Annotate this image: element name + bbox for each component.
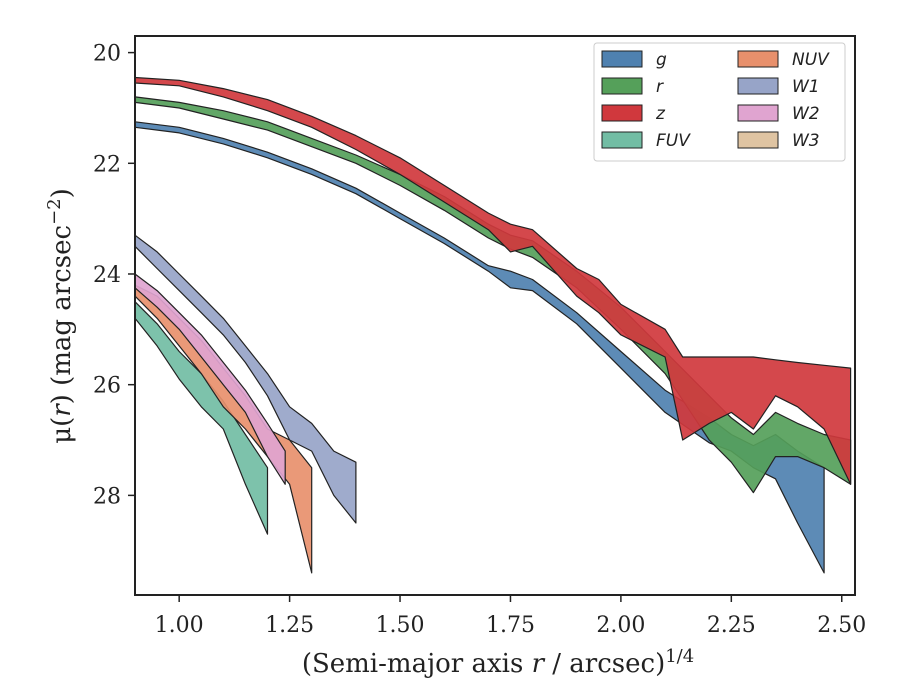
legend-swatch-r [601, 77, 643, 95]
band-w2 [134, 273, 286, 485]
x-tick-label: 2.00 [596, 613, 645, 638]
legend-swatch-w3 [737, 131, 779, 149]
legend-label-w1: W1 [792, 77, 820, 97]
legend-label-z: z [655, 104, 666, 124]
x-axis-label: (Semi-major axis r / arcsec)1/4 [302, 646, 694, 679]
x-tick-label: 2.25 [707, 613, 756, 638]
band-w1 [134, 234, 357, 524]
band-layer [134, 76, 852, 574]
y-tick-label: 20 [93, 42, 121, 67]
x-tick-label: 1.25 [265, 613, 314, 638]
y-tick-label: 28 [93, 484, 121, 509]
legend: grz FUV NUV W1 W2 W3 [593, 42, 846, 162]
band-fuv [134, 301, 269, 535]
band-z [134, 76, 852, 485]
x-tick-label: 2.50 [817, 613, 866, 638]
legend-label-r: r [656, 77, 664, 97]
legend-label-nuv: NUV [792, 50, 830, 70]
legend-swatch-nuv [737, 50, 779, 68]
y-tick-label: 24 [93, 263, 121, 288]
legend-swatch-fuv [601, 131, 643, 149]
y-axis-label: μ(r) (mag arcsec−2) [44, 188, 77, 444]
plot-frame [134, 35, 856, 596]
legend-swatch-w2 [737, 104, 779, 122]
legend-label-g: g [656, 50, 667, 70]
legend-swatch-w1 [737, 77, 779, 95]
legend-label-w3: W3 [792, 131, 820, 151]
legend-frame [593, 42, 846, 162]
legend-swatch-g [601, 50, 643, 68]
legend-label-fuv: FUV [656, 131, 691, 151]
legend-swatch-z [601, 104, 643, 122]
axes-layer: 1.00 1.25 1.50 1.75 2.00 2.25 2.50 20 22 24 26 28 [93, 42, 866, 638]
x-tick-label: 1.00 [155, 613, 204, 638]
y-tick-label: 22 [93, 152, 121, 177]
y-tick-label: 26 [93, 374, 121, 399]
legend-label-w2: W2 [792, 104, 820, 124]
x-tick-label: 1.50 [376, 613, 425, 638]
x-tick-label: 1.75 [486, 613, 535, 638]
band-g [134, 121, 825, 574]
